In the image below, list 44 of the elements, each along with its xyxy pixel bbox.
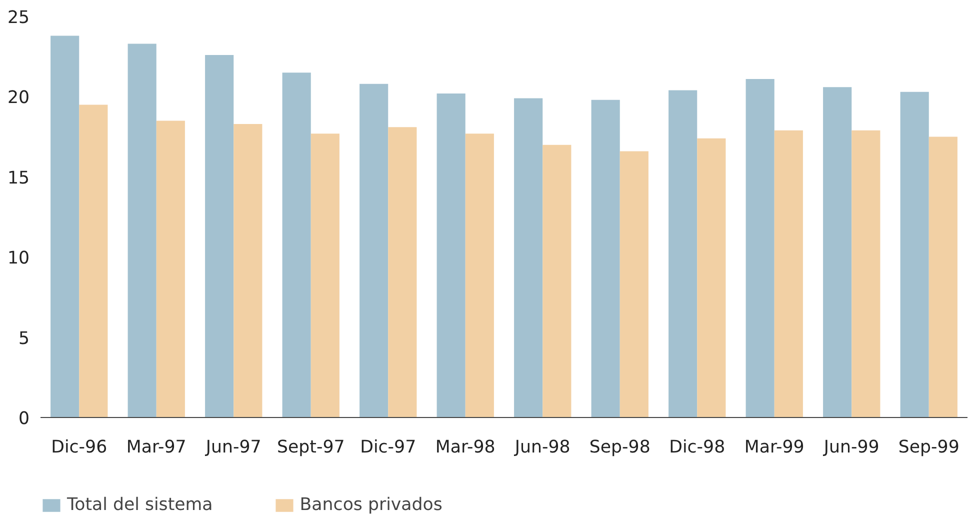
legend-label: Total del sistema xyxy=(67,495,213,515)
bar xyxy=(928,136,958,418)
bar xyxy=(668,90,698,418)
bar xyxy=(360,84,388,418)
x-tick-label: Sept-97 xyxy=(276,438,345,458)
y-tick-label: 10 xyxy=(7,248,30,269)
bar xyxy=(128,44,156,418)
bar xyxy=(436,93,466,418)
bar xyxy=(774,130,803,418)
x-tick-label: Mar-98 xyxy=(435,438,496,458)
x-tick-label: Sep-98 xyxy=(589,438,650,458)
y-tick-label: 25 xyxy=(7,8,30,28)
bar xyxy=(50,36,80,418)
x-tick-label: Jun-99 xyxy=(822,438,880,458)
bar xyxy=(310,134,340,418)
bar xyxy=(465,134,494,418)
x-tick-label: Jun-98 xyxy=(514,438,570,458)
bar xyxy=(620,151,648,418)
bar xyxy=(156,120,185,418)
bar xyxy=(282,72,311,418)
x-tick-label: Dic-96 xyxy=(51,438,108,458)
y-tick-label: 0 xyxy=(18,409,30,429)
y-tick-label: 15 xyxy=(7,168,30,188)
bar xyxy=(900,92,929,418)
bar xyxy=(852,130,880,418)
bar xyxy=(234,124,262,418)
bar xyxy=(388,127,417,418)
bar xyxy=(205,54,234,418)
y-tick-label: 5 xyxy=(18,328,30,349)
x-tick-label: Mar-97 xyxy=(126,438,186,458)
bar xyxy=(697,138,726,418)
x-tick-label: Jun-97 xyxy=(204,438,262,458)
x-tick-label: Mar-99 xyxy=(744,438,804,458)
x-tick-label: Dic-97 xyxy=(360,438,416,458)
bar xyxy=(823,87,852,418)
legend-label: Bancos privados xyxy=(300,495,442,515)
bar xyxy=(514,98,543,418)
bar xyxy=(542,144,572,418)
bar xyxy=(591,100,620,418)
x-tick-label: Sep-99 xyxy=(898,438,960,458)
bar xyxy=(79,104,108,418)
y-tick-label: 20 xyxy=(7,88,30,108)
x-tick-label: Dic-98 xyxy=(669,438,726,458)
bar xyxy=(746,79,774,418)
